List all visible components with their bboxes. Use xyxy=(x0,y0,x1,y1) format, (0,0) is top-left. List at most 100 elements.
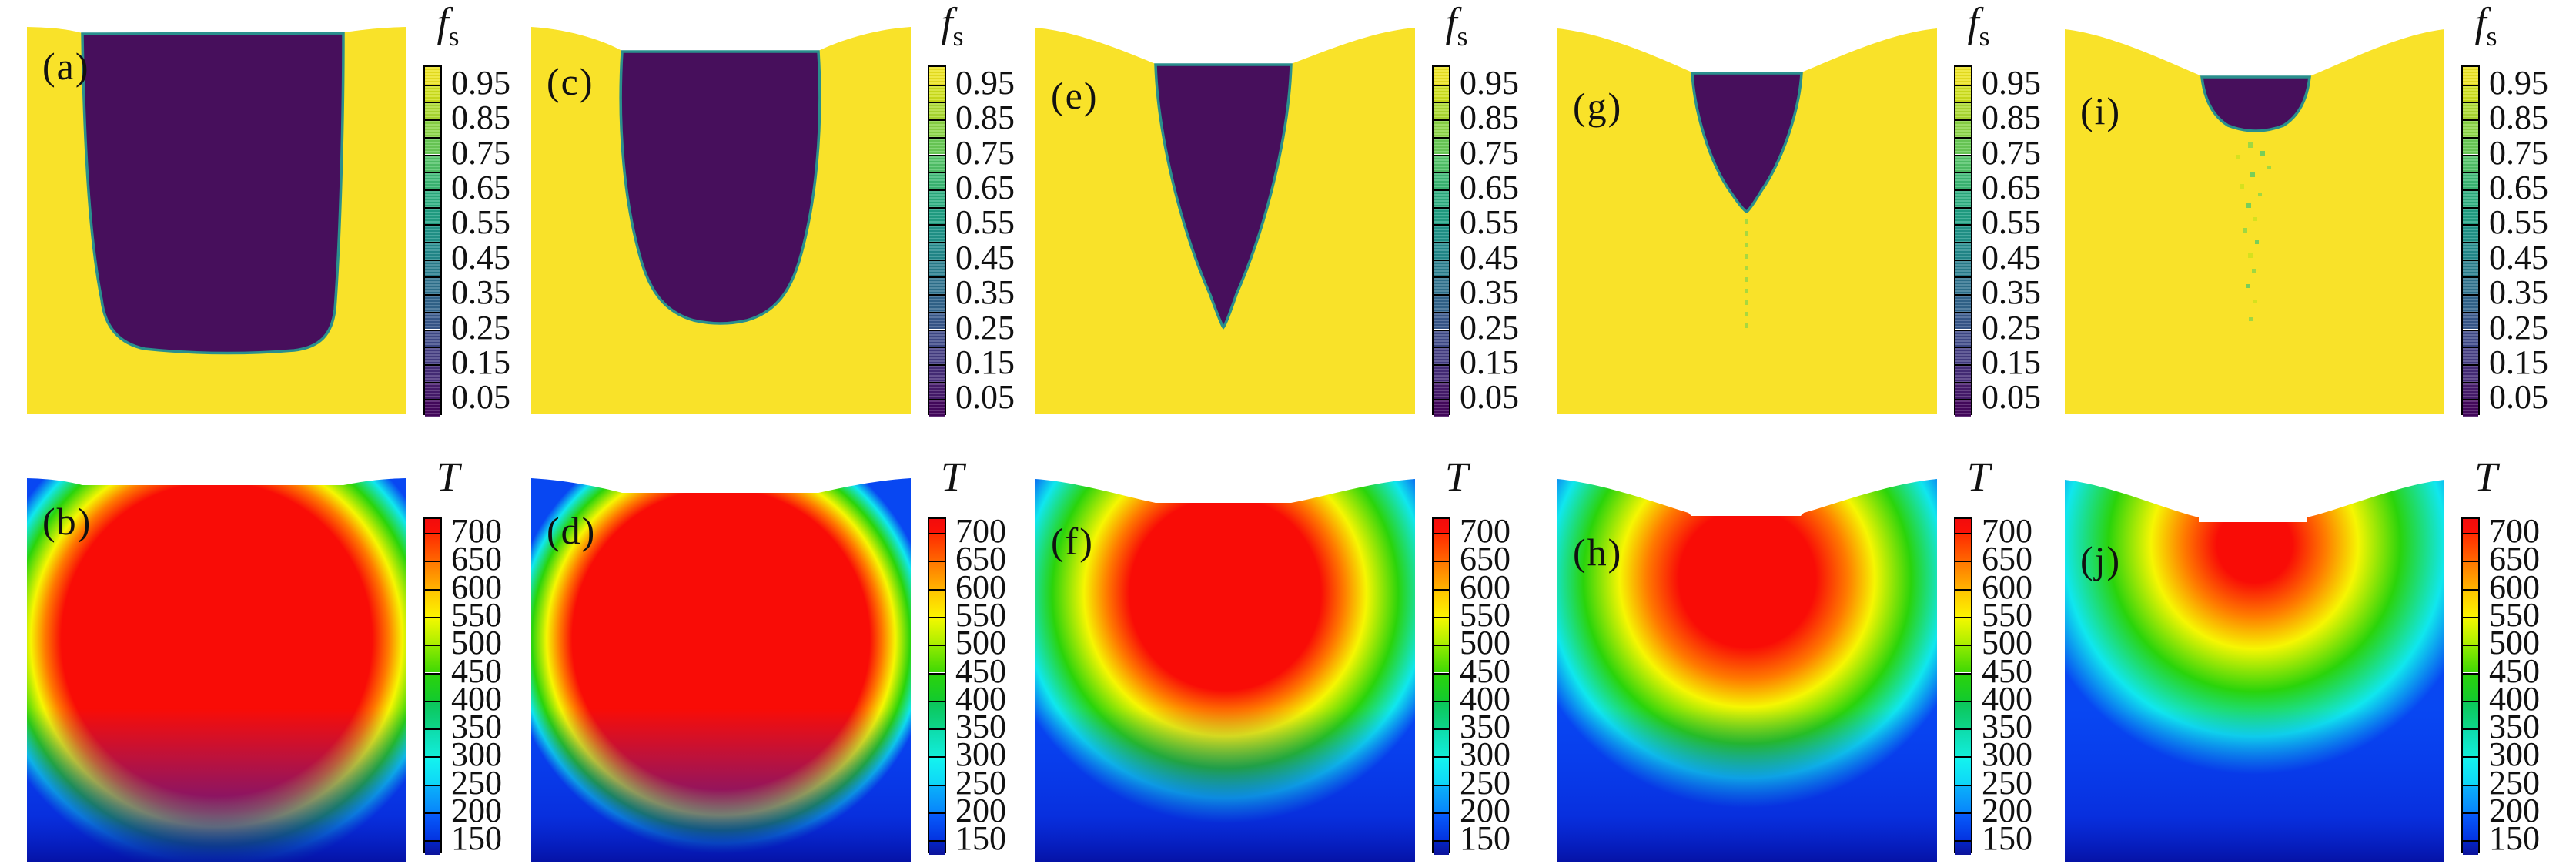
colorbar-tick-label: 0.75 xyxy=(955,133,1015,172)
colorbar-segment xyxy=(1955,136,1971,155)
panel-label: (h) xyxy=(1573,531,1623,574)
colorbar-segment xyxy=(1434,533,1449,561)
colorbar-segment xyxy=(929,381,945,400)
colorbar-segment xyxy=(425,812,440,841)
colorbar-segment xyxy=(929,224,945,242)
colorbar-tick-label: 350 xyxy=(1460,708,1510,746)
colorbar-tick-label: 0.35 xyxy=(1460,273,1519,312)
colorbar-tick-label: 250 xyxy=(1460,763,1510,802)
colorbar-tick-label: 600 xyxy=(1982,568,2032,606)
colorbar-tick-label: 0.95 xyxy=(1460,63,1519,102)
colorbar-tick-label: 200 xyxy=(1982,792,2032,829)
colorbar-tick-label: 400 xyxy=(2489,679,2540,718)
mushy-speckle xyxy=(2240,184,2244,189)
colorbar-segment xyxy=(425,329,440,347)
colorbar-tick-label: 0.05 xyxy=(1460,378,1519,417)
colorbar-tick-label: 250 xyxy=(2489,763,2540,802)
colorbar-fs-1 xyxy=(423,65,442,417)
colorbar-tick-label: 0.85 xyxy=(451,99,510,137)
colorbar-segment xyxy=(2463,756,2478,785)
colorbar-segment xyxy=(1434,136,1449,155)
colorbar-tick-label: 500 xyxy=(955,624,1006,662)
colorbar-tick-label: 0.65 xyxy=(1460,168,1519,206)
colorbar-segment xyxy=(1955,276,1971,295)
fs-field-plot xyxy=(1035,28,1415,414)
colorbar-segment xyxy=(1434,84,1449,102)
colorbar-segment xyxy=(425,154,440,172)
colorbar-tick-label: 0.25 xyxy=(1460,308,1519,347)
colorbar-segment xyxy=(929,728,945,757)
colorbar-segment xyxy=(425,672,440,701)
colorbar-segment xyxy=(1955,784,1971,812)
colorbar-segment xyxy=(1434,102,1449,120)
mushy-speckle xyxy=(2258,193,2262,196)
colorbar-tick-label: 700 xyxy=(451,512,502,550)
colorbar-segment xyxy=(929,588,945,617)
colorbar-segment xyxy=(425,347,440,364)
colorbar-segment xyxy=(425,136,440,155)
colorbar-segment xyxy=(2463,189,2478,207)
colorbar-segment xyxy=(1434,700,1449,729)
colorbar-segment xyxy=(2463,728,2478,757)
colorbar-T-title: T xyxy=(940,454,965,500)
colorbar-segment xyxy=(929,84,945,102)
temperature-bottom-chill-overlay xyxy=(531,478,911,862)
colorbar-segment xyxy=(2463,102,2478,120)
panel-fs-i xyxy=(2065,25,2444,414)
colorbar-tick-label: 150 xyxy=(451,819,502,858)
colorbar-tick-label: 0.25 xyxy=(2489,308,2548,347)
colorbar-segment xyxy=(2463,561,2478,589)
colorbar-tick-label: 300 xyxy=(1460,735,1510,774)
colorbar-segment xyxy=(2463,136,2478,155)
colorbar-segment xyxy=(1434,347,1449,364)
colorbar-segment xyxy=(425,276,440,295)
mushy-speckle xyxy=(2236,155,2240,159)
colorbar-tick-label: 0.65 xyxy=(955,168,1015,206)
colorbar-segment xyxy=(2463,399,2478,417)
colorbar-tick-label: 0.25 xyxy=(1982,308,2041,347)
colorbar-tick-label: 450 xyxy=(1460,651,1510,690)
colorbar-segment xyxy=(2463,119,2478,137)
colorbar-tick-label: 0.35 xyxy=(2489,273,2548,312)
colorbar-tick-label: 300 xyxy=(2489,735,2540,774)
colorbar-segment xyxy=(2463,381,2478,400)
colorbar-tick-label: 0.75 xyxy=(451,133,510,172)
colorbar-tick-label: 650 xyxy=(955,540,1006,578)
colorbar-segment xyxy=(1955,672,1971,701)
colorbar-segment xyxy=(425,616,440,645)
colorbar-tick-label: 350 xyxy=(955,708,1006,746)
colorbar-fs-5 xyxy=(2461,65,2480,417)
temperature-field-plot xyxy=(27,478,406,862)
colorbar-tick-label: 400 xyxy=(451,679,502,718)
colorbar-fs-title-text: f xyxy=(1445,0,1457,45)
colorbar-segment xyxy=(1434,645,1449,673)
colorbar-segment xyxy=(1955,381,1971,400)
colorbar-tick-label: 0.95 xyxy=(2489,63,2548,102)
colorbar-segment xyxy=(1955,224,1971,242)
temperature-field-plot xyxy=(531,478,911,862)
fs-field-plot xyxy=(1557,28,1937,414)
colorbar-T-4 xyxy=(1954,517,1972,855)
colorbar-segment xyxy=(2463,206,2478,225)
colorbar-tick-label: 0.05 xyxy=(955,378,1015,417)
colorbar-tick-label: 0.45 xyxy=(955,238,1015,276)
colorbar-segment xyxy=(1955,645,1971,673)
colorbar-segment xyxy=(425,119,440,137)
colorbar-T-5 xyxy=(2461,517,2480,855)
colorbar-fs-title: fs xyxy=(1932,2,2025,50)
colorbar-fs-title-text: f xyxy=(2474,0,2487,45)
colorbar-segment xyxy=(425,172,440,189)
colorbar-segment xyxy=(1955,329,1971,347)
colorbar-tick-label: 0.15 xyxy=(955,343,1015,381)
colorbar-tick-label: 300 xyxy=(1982,735,2032,774)
panel-label: (g) xyxy=(1573,85,1623,128)
colorbar-segment xyxy=(2463,172,2478,189)
colorbar-tick-label: 650 xyxy=(2489,540,2540,578)
panel-label: (d) xyxy=(547,509,597,552)
colorbar-tick-label: 0.85 xyxy=(1982,99,2041,137)
colorbar-segment xyxy=(929,242,945,260)
colorbar-segment xyxy=(929,172,945,189)
temperature-field-plot xyxy=(2065,480,2444,862)
colorbar-tick-label: 400 xyxy=(1460,679,1510,718)
colorbar-segment xyxy=(1955,102,1971,120)
